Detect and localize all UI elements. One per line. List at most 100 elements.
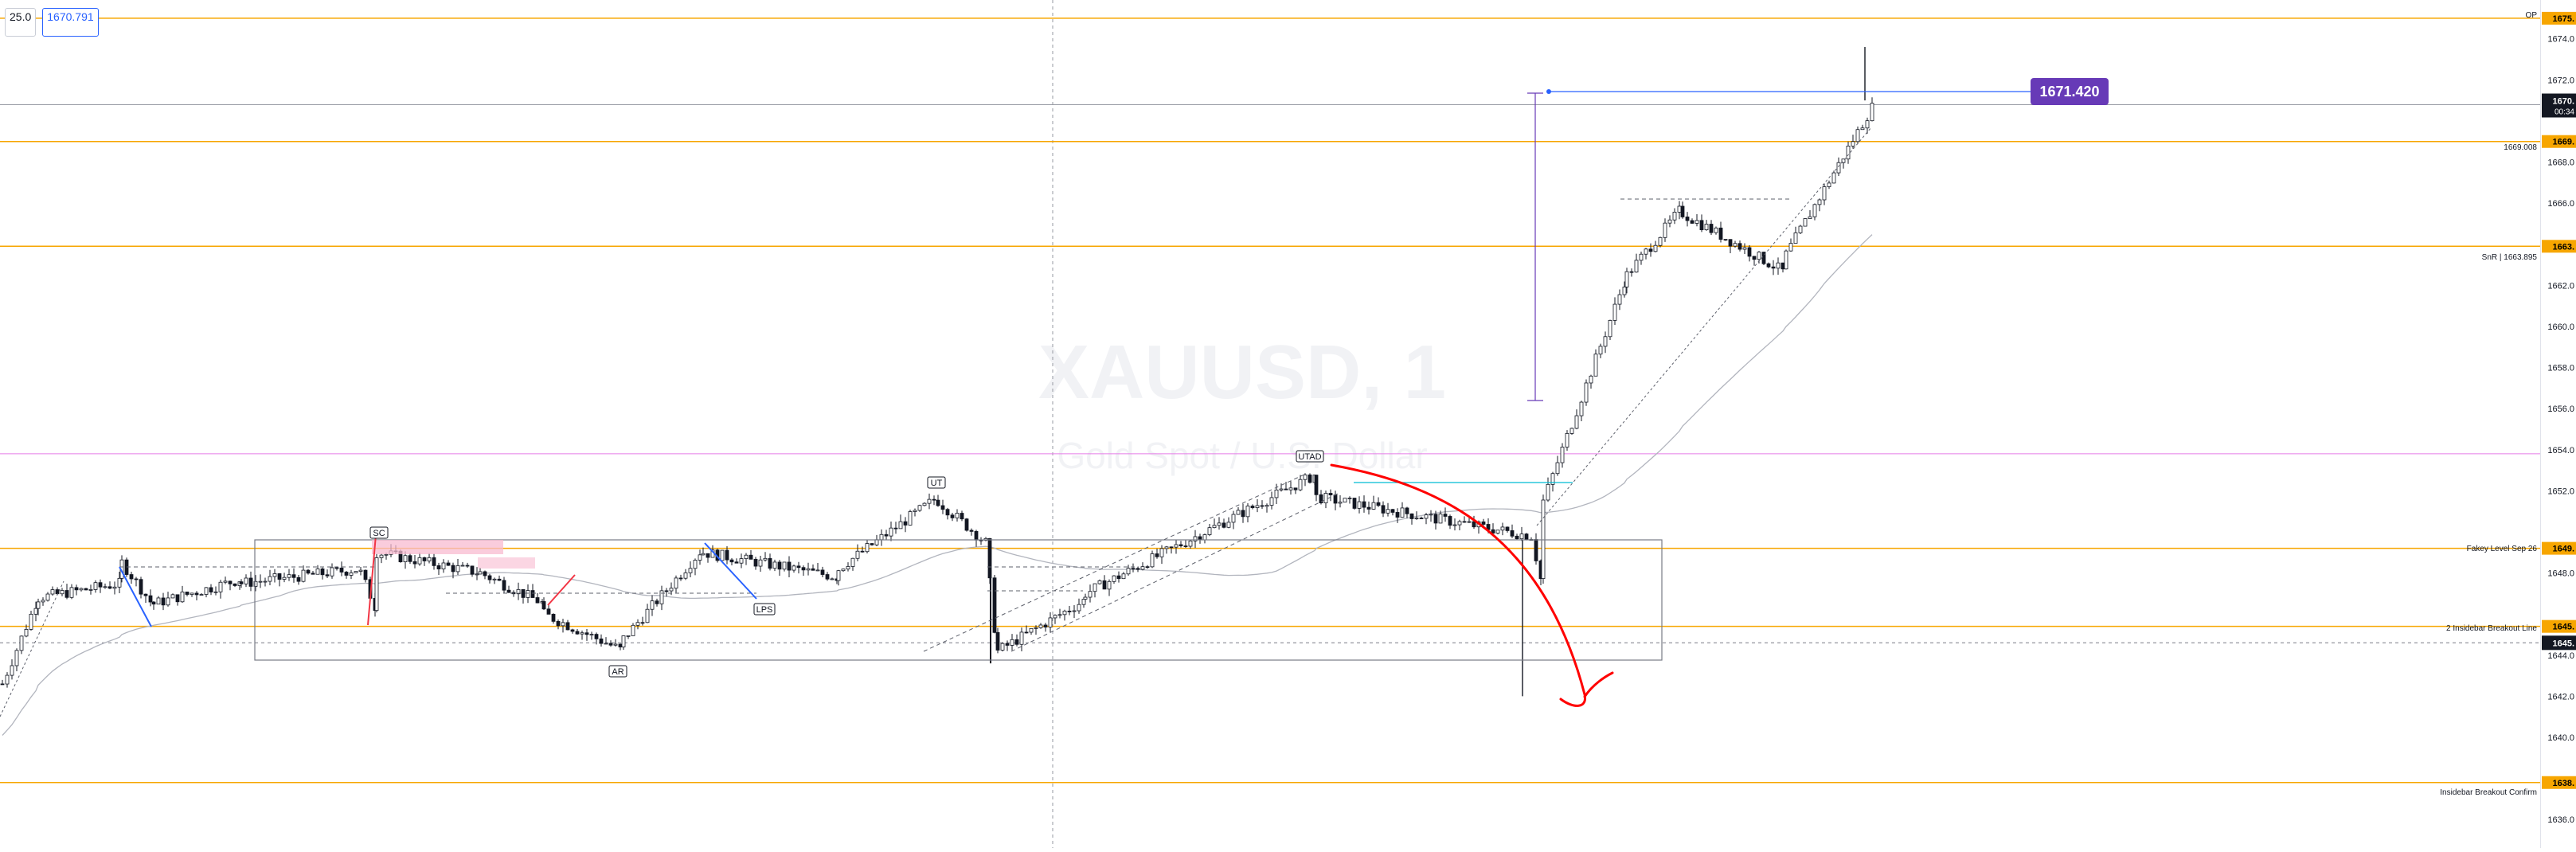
candle-body xyxy=(1231,514,1236,523)
supply-zone[interactable] xyxy=(372,540,503,554)
candle-body xyxy=(1495,530,1500,534)
candle-body xyxy=(1472,521,1476,528)
candle-body xyxy=(1634,260,1639,273)
candle-body xyxy=(1870,103,1874,122)
candle-body xyxy=(1347,498,1352,499)
candle-body xyxy=(1053,615,1057,619)
price-scale[interactable]: 1674.0 1672.0 1668.0 1666.0 1662.0 1660.0 1658… xyxy=(2540,0,2576,848)
measure-price-badge[interactable] xyxy=(2031,78,2109,105)
candle-body xyxy=(565,622,570,631)
candle-body xyxy=(1690,220,1695,224)
candle-body xyxy=(1043,624,1048,627)
candle-body xyxy=(441,562,446,569)
candle-body xyxy=(1776,262,1781,269)
measure-price-text: 1671.420 xyxy=(2039,84,2099,100)
range-box[interactable] xyxy=(254,539,1663,661)
candle-body xyxy=(1639,253,1644,261)
candle-body xyxy=(1386,509,1390,514)
candle-body xyxy=(344,572,349,576)
candle-body xyxy=(1236,510,1241,515)
candle-body xyxy=(45,593,50,601)
tag-lps-label: LPS xyxy=(756,605,773,615)
candle-body xyxy=(516,588,521,595)
candle-body xyxy=(1226,522,1231,528)
measure-target-point[interactable] xyxy=(1546,89,1551,94)
candle-body xyxy=(1112,575,1116,582)
levels-layer xyxy=(0,18,2540,784)
candle-body xyxy=(1644,248,1648,255)
candle-body xyxy=(763,557,768,561)
candle-body xyxy=(107,586,112,589)
trendline-2 xyxy=(1010,493,1339,652)
candle-body xyxy=(239,581,244,584)
candle-body xyxy=(422,557,427,561)
candle-body xyxy=(669,588,674,592)
candle-body xyxy=(1608,320,1612,338)
level-badge-text: 1638. xyxy=(2552,779,2574,788)
candle-body xyxy=(1062,611,1067,616)
price-tick: 1666.0 xyxy=(2547,199,2574,209)
level-badge xyxy=(2542,11,2576,25)
supply-zone-small[interactable] xyxy=(478,557,535,569)
price-tick: 1644.0 xyxy=(2547,651,2574,661)
level-label-fakey: Fakey Level Sep 26 xyxy=(2467,545,2538,553)
interval-chip[interactable]: 25.0 xyxy=(5,8,37,37)
candle-body xyxy=(1409,513,1414,519)
candle-body xyxy=(1851,141,1855,147)
candle-body xyxy=(1648,248,1653,252)
candle-body xyxy=(1546,483,1550,501)
candle-body xyxy=(190,592,194,595)
candle-body xyxy=(112,586,117,589)
tag-ar[interactable]: AR xyxy=(608,665,627,678)
candle-body xyxy=(166,597,170,606)
candle-body xyxy=(1836,162,1841,174)
candle-body xyxy=(1560,447,1565,463)
price-tick: 1672.0 xyxy=(2547,76,2574,85)
tag-ut[interactable]: UT xyxy=(927,476,946,489)
candle-body xyxy=(1250,506,1255,508)
candle-body xyxy=(749,554,753,560)
candle-body xyxy=(521,588,526,598)
candle-body xyxy=(584,632,589,635)
level-badge-text: 1649. xyxy=(2552,545,2574,554)
candle-body xyxy=(1865,120,1870,129)
candle-body xyxy=(1771,266,1776,269)
candle-body xyxy=(1269,497,1274,506)
candle-body xyxy=(460,565,465,567)
candle-body xyxy=(10,665,14,676)
tag-sc[interactable]: SC xyxy=(369,526,389,539)
candle-body xyxy=(301,569,306,582)
tag-lps[interactable]: LPS xyxy=(753,603,776,616)
candle-body xyxy=(84,588,88,591)
candle-body xyxy=(5,674,10,685)
candle-body xyxy=(1126,568,1131,575)
candle-body xyxy=(14,650,19,666)
candle-body xyxy=(1188,540,1193,547)
candle-body xyxy=(1685,217,1690,221)
red-line-small xyxy=(547,574,576,606)
level-label-op: OP xyxy=(2526,11,2538,20)
candle-body xyxy=(1541,499,1546,579)
candle-body xyxy=(475,573,479,576)
candle-body xyxy=(551,613,556,622)
candle-body xyxy=(992,577,997,633)
red-arrow[interactable] xyxy=(1330,463,1614,707)
candle-body xyxy=(175,594,180,603)
candle-body xyxy=(151,601,156,605)
candles-layer xyxy=(0,47,1874,697)
candle-body xyxy=(129,574,134,580)
candle-body xyxy=(1808,216,1812,219)
candle-body xyxy=(1217,522,1222,526)
candle-body xyxy=(874,539,879,545)
candle-body xyxy=(139,579,143,595)
candle-body xyxy=(1067,611,1072,612)
price-chip[interactable]: 1670.791 xyxy=(42,8,99,37)
tag-utad[interactable]: UTAD xyxy=(1296,450,1324,463)
candle-body xyxy=(50,589,55,595)
candle-body xyxy=(209,587,213,592)
price-tick: 1674.0 xyxy=(2547,35,2574,45)
candle-body xyxy=(655,600,659,604)
candle-body xyxy=(1193,536,1198,541)
